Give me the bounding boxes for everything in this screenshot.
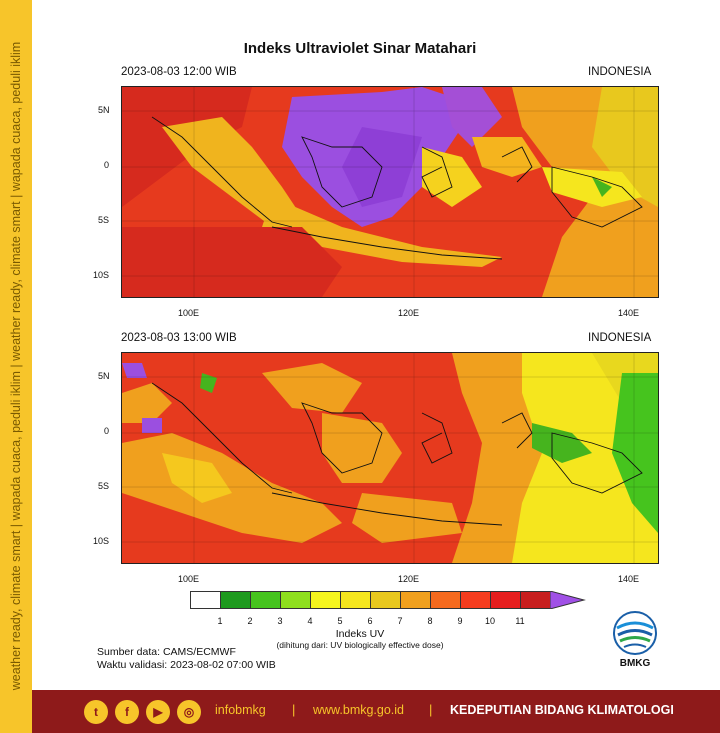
- colorbar-tick-label: 6: [367, 616, 373, 626]
- youtube-icon[interactable]: ▶: [146, 700, 170, 724]
- panel-1-datetime: 2023-08-03 12:00 WIB: [121, 66, 237, 78]
- colorbar-cell: [190, 591, 221, 609]
- lon-tick-120e-1: 120E: [398, 308, 420, 318]
- colorbar-cell: [340, 591, 371, 609]
- panel-1-region: INDONESIA: [588, 66, 652, 78]
- colorbar-tick-label: 11: [515, 616, 525, 626]
- colorbar-tick-label: 8: [427, 616, 433, 626]
- colorbar-tick-label: 4: [307, 616, 313, 626]
- uv-map-1200: [121, 86, 659, 298]
- lat-tick-5n-2: 5N: [98, 371, 110, 381]
- colorbar-tick-label: 1: [217, 616, 223, 626]
- lon-tick-100e-1: 100E: [178, 308, 200, 318]
- colorbar-cell: [520, 591, 551, 609]
- colorbar-cell: [490, 591, 521, 609]
- colorbar-cell: [460, 591, 491, 609]
- lat-tick-0-1: 0: [104, 160, 110, 170]
- lat-tick-10s-2: 10S: [93, 536, 110, 546]
- colorbar-tick-label: 7: [397, 616, 403, 626]
- colorbar-cell: [370, 591, 401, 609]
- instagram-icon[interactable]: ◎: [177, 700, 201, 724]
- legend-subtitle: (dihitung dari: UV biologically effectiv…: [276, 640, 444, 650]
- colorbar-arrow: [550, 591, 586, 609]
- lon-tick-140e-1: 140E: [618, 308, 640, 318]
- lon-tick-100e-2: 100E: [178, 574, 200, 584]
- facebook-icon[interactable]: f: [115, 700, 139, 724]
- side-banner: weather ready, climate smart | wapada cu…: [0, 0, 32, 733]
- colorbar-cell: [280, 591, 311, 609]
- colorbar-tick-label: 5: [337, 616, 343, 626]
- colorbar-tick-label: 9: [457, 616, 463, 626]
- lat-tick-0-2: 0: [104, 426, 110, 436]
- lat-tick-5n-1: 5N: [98, 105, 110, 115]
- lat-tick-5s-2: 5S: [98, 481, 110, 491]
- department-name: KEDEPUTIAN BIDANG KLIMATOLOGI: [450, 703, 674, 717]
- footer-separator-2: |: [429, 702, 433, 717]
- legend-title: Indeks UV: [335, 628, 385, 640]
- social-handle[interactable]: infobmkg: [215, 703, 266, 717]
- bmkg-logo-text: BMKG: [619, 658, 651, 669]
- colorbar-cell: [310, 591, 341, 609]
- colorbar-tick-label: 10: [484, 616, 496, 626]
- side-banner-text: weather ready, climate smart | wapada cu…: [9, 41, 23, 691]
- panel-2-datetime: 2023-08-03 13:00 WIB: [121, 332, 237, 344]
- bmkg-logo: [613, 611, 657, 655]
- panel-2-region: INDONESIA: [588, 332, 652, 344]
- footer-separator-1: |: [292, 702, 296, 717]
- website-link[interactable]: www.bmkg.go.id: [313, 703, 405, 717]
- map-title: Indeks Ultraviolet Sinar Matahari: [243, 40, 477, 57]
- footer-bar: t f ▶ ◎ infobmkg | www.bmkg.go.id | KEDE…: [32, 690, 720, 733]
- uv-map-1300: [121, 352, 659, 564]
- lat-tick-5s-1: 5S: [98, 215, 110, 225]
- twitter-icon[interactable]: t: [84, 700, 108, 724]
- validation-time: Waktu validasi: 2023-08-02 07:00 WIB: [97, 659, 276, 671]
- lon-tick-140e-2: 140E: [618, 574, 640, 584]
- data-source: Sumber data: CAMS/ECMWF: [97, 646, 236, 658]
- colorbar-cell: [220, 591, 251, 609]
- colorbar-tick-label: 3: [277, 616, 283, 626]
- colorbar-tick-label: 2: [247, 616, 253, 626]
- colorbar-cell: [250, 591, 281, 609]
- lon-tick-120e-2: 120E: [398, 574, 420, 584]
- colorbar-cell: [430, 591, 461, 609]
- lat-tick-10s-1: 10S: [93, 270, 110, 280]
- colorbar-cell: [400, 591, 431, 609]
